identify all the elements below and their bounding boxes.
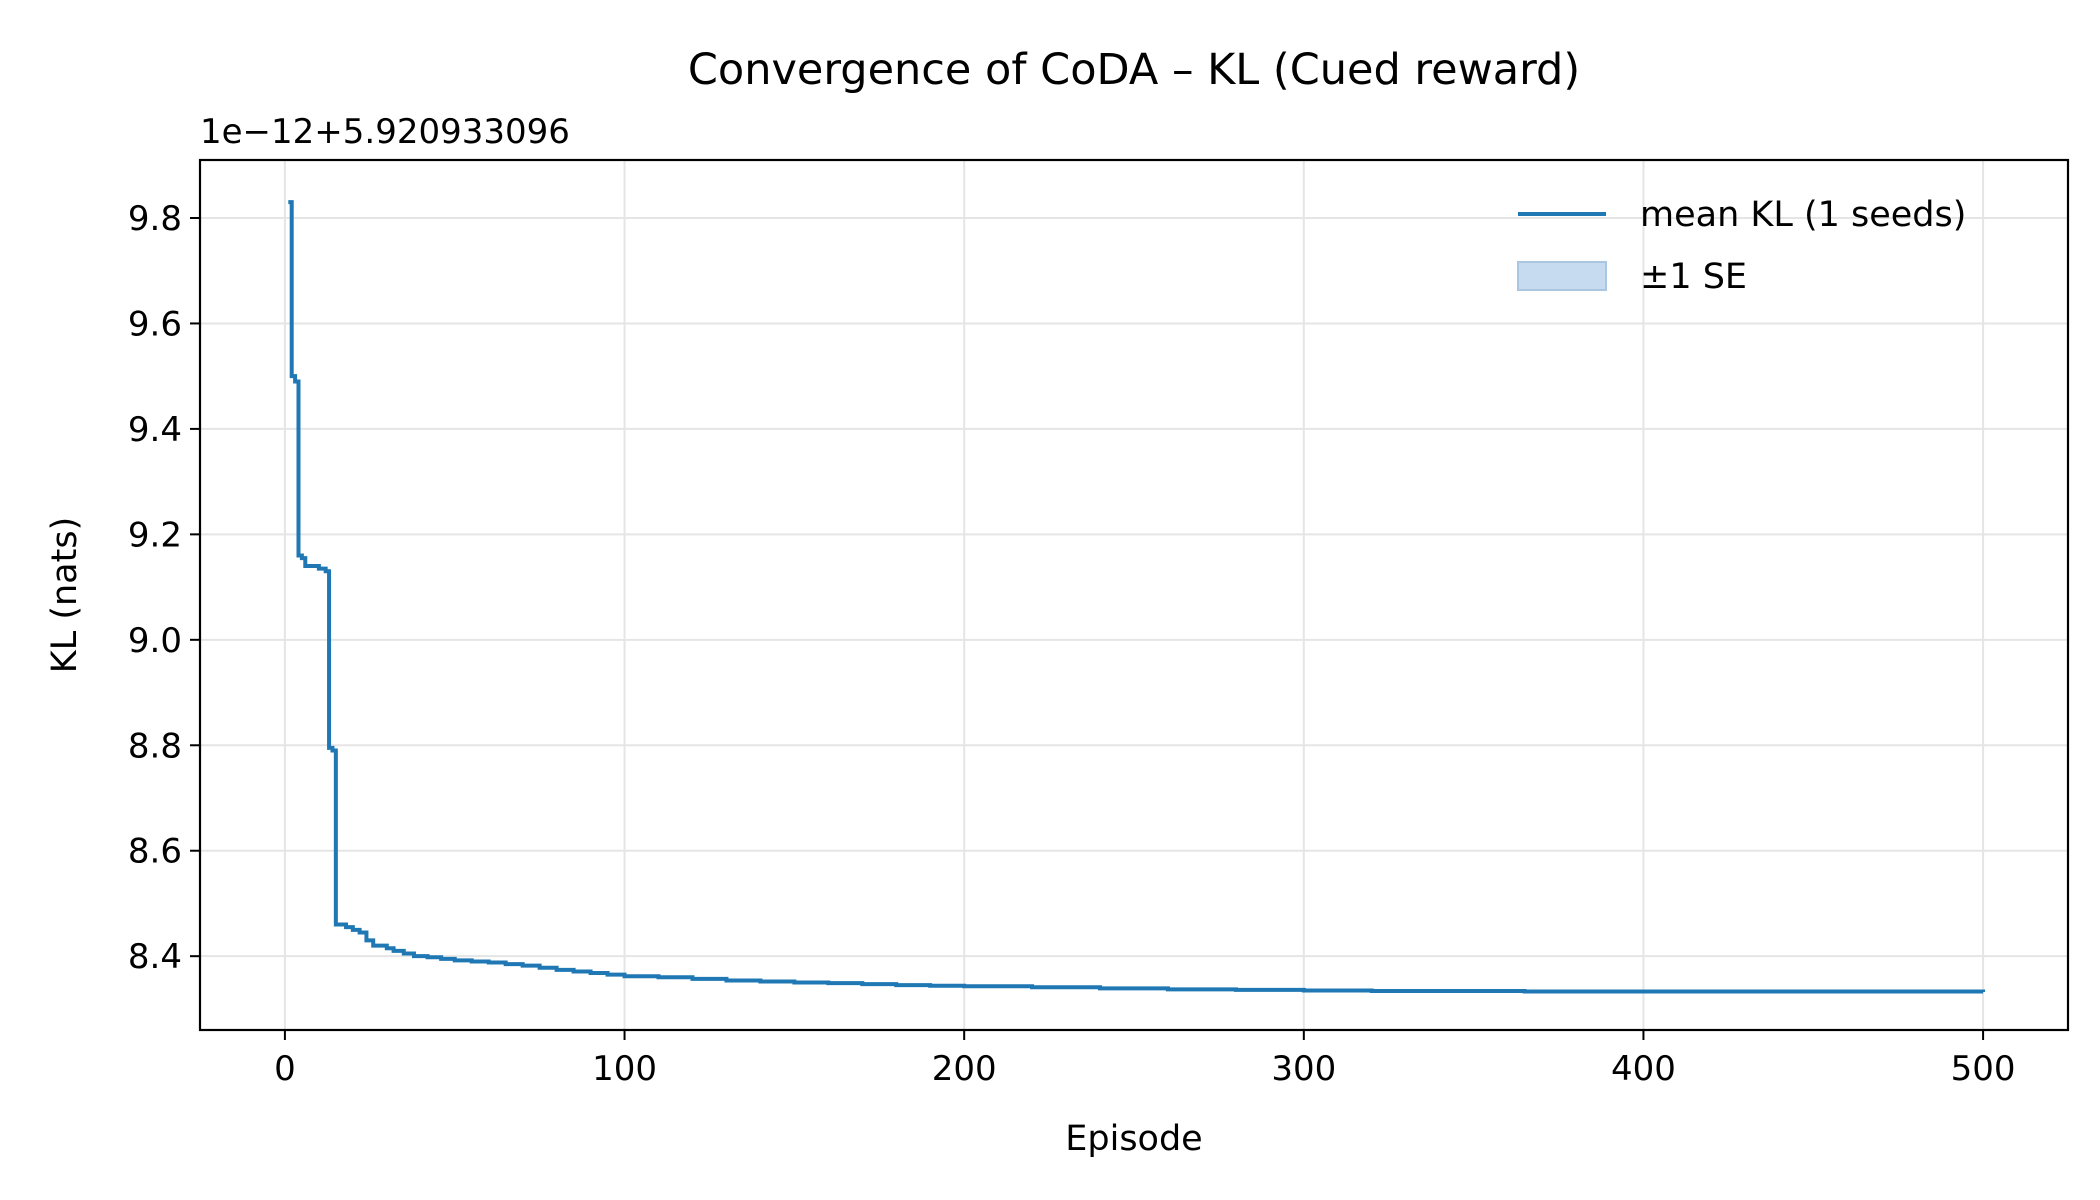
ticks: 0 100 200 300 400 500 8.4 8.6 8.8 9.0 9.2 9.4 9.6 9.8 xyxy=(128,199,2016,1089)
series-layer xyxy=(288,200,1986,994)
grid xyxy=(200,160,2068,1030)
legend-band-swatch xyxy=(1517,261,1607,291)
legend: mean KL (1 seeds) ±1 SE xyxy=(1517,195,1966,297)
series-line xyxy=(288,200,1986,994)
chart-title: Convergence of CoDA – KL (Cued reward) xyxy=(688,45,1580,95)
x-tick-label: 300 xyxy=(1271,1049,1336,1089)
y-tick-label: 9.4 xyxy=(128,410,182,450)
x-tick-label: 500 xyxy=(1951,1049,2016,1089)
x-tick-label: 0 xyxy=(274,1049,296,1089)
y-tick-label: 8.6 xyxy=(128,832,182,872)
x-tick-label: 200 xyxy=(932,1049,997,1089)
legend-label: ±1 SE xyxy=(1640,257,1747,297)
y-tick-label: 9.6 xyxy=(128,304,182,344)
y-axis-label: KL (nats) xyxy=(45,517,85,673)
x-tick-label: 100 xyxy=(592,1049,657,1089)
plot-frame xyxy=(198,158,2070,1032)
y-tick-label: 9.2 xyxy=(128,515,182,555)
y-tick-label: 9.8 xyxy=(128,199,182,239)
x-axis-label: Episode xyxy=(1065,1119,1202,1159)
y-axis-offset-label: 1e−12+5.920933096 xyxy=(200,112,570,152)
y-tick-label: 8.4 xyxy=(128,937,182,977)
legend-label: mean KL (1 seeds) xyxy=(1640,195,1966,235)
y-tick-label: 8.8 xyxy=(128,726,182,766)
x-tick-label: 400 xyxy=(1611,1049,1676,1089)
y-tick-label: 9.0 xyxy=(128,621,182,661)
